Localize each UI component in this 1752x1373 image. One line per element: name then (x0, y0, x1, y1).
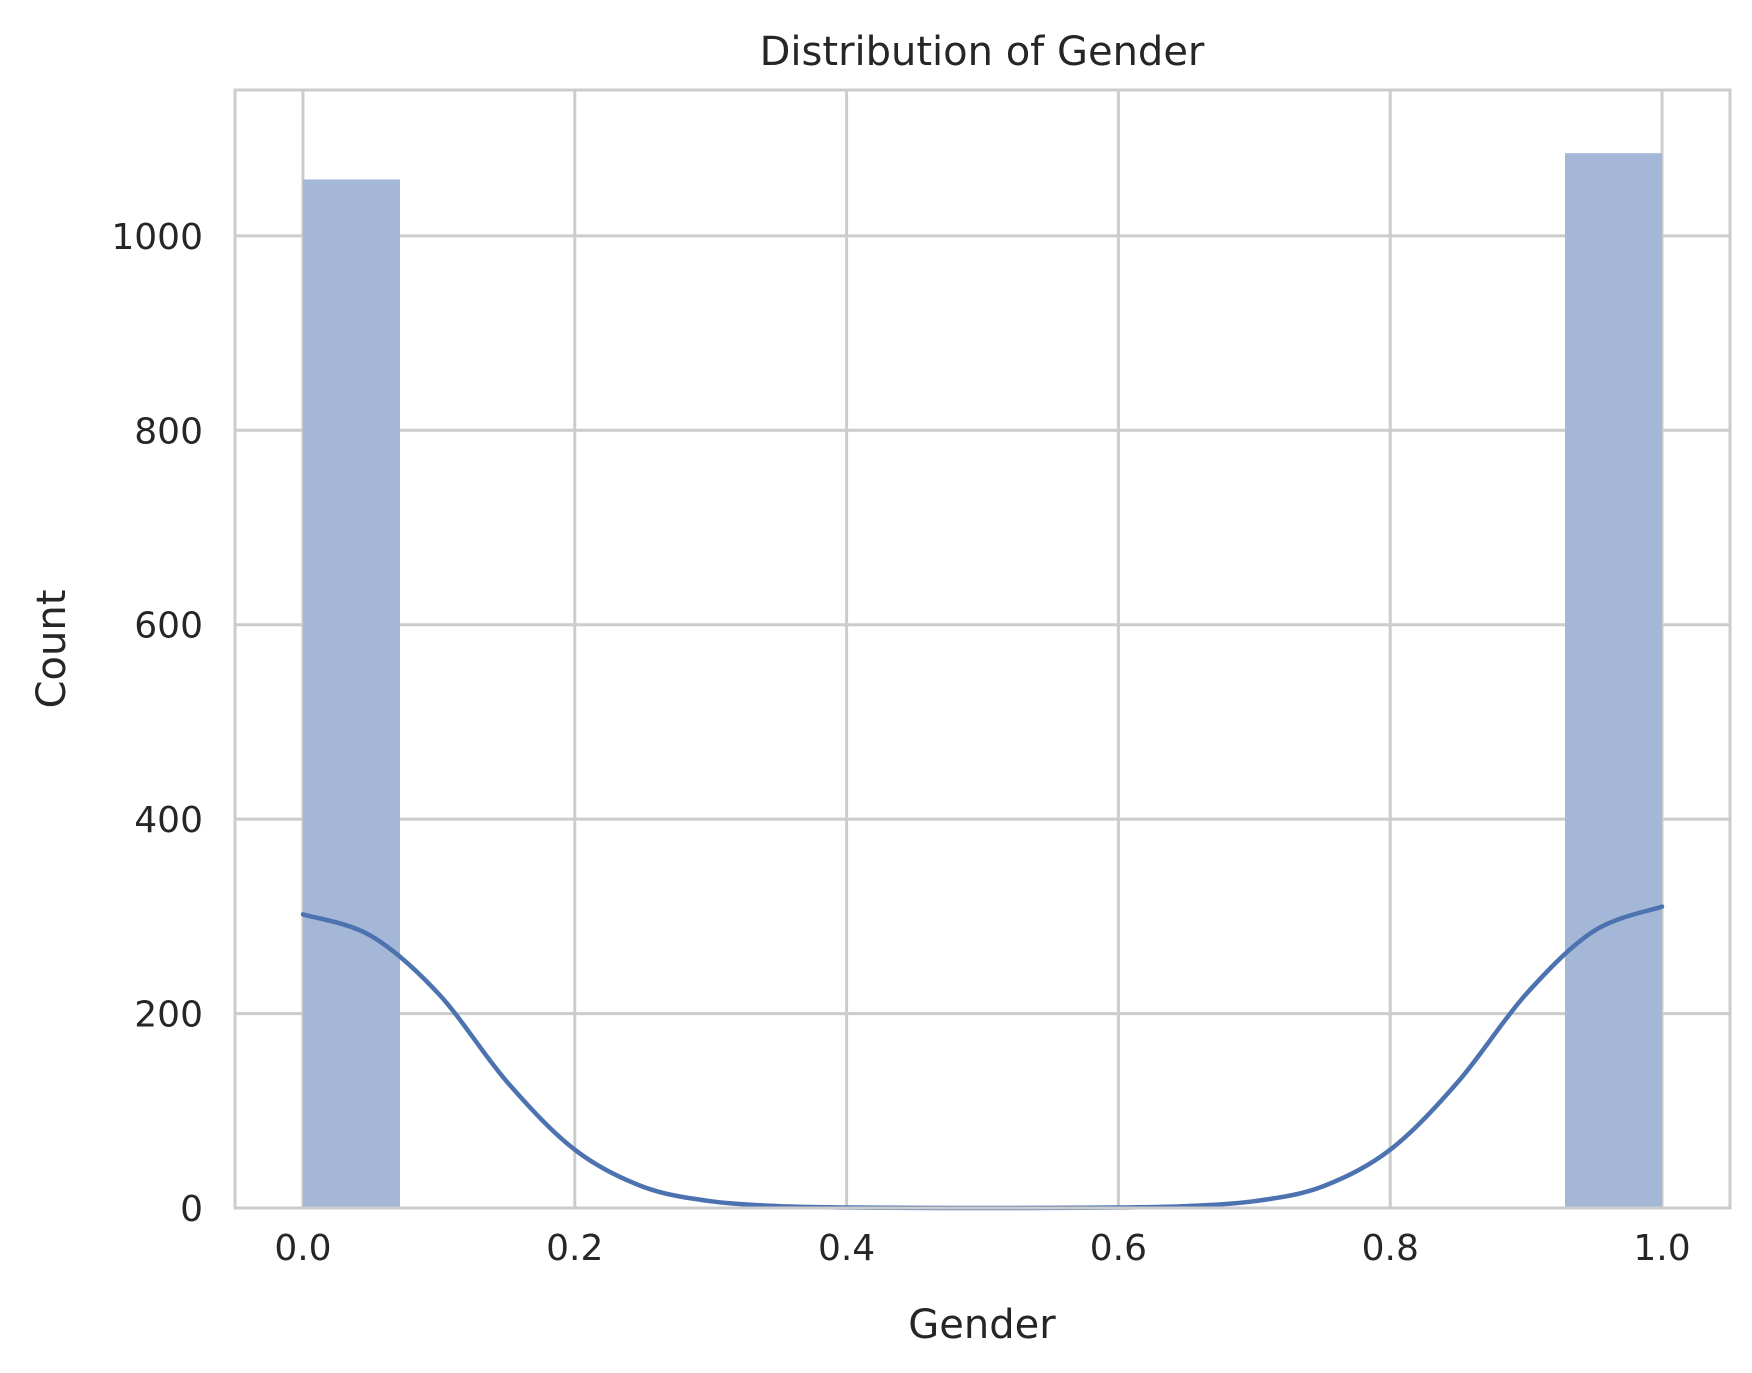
y-tick-labels: 0 200 400 600 800 1000 (111, 217, 203, 1230)
histogram-bar (1565, 153, 1663, 1209)
histogram-bars (302, 153, 1663, 1209)
y-axis-label: Count (29, 590, 75, 709)
y-tick-label: 800 (134, 411, 203, 452)
x-axis-label: Gender (908, 1302, 1056, 1348)
grid-lines (235, 90, 1730, 1210)
x-tick-label: 0.8 (1362, 1228, 1419, 1269)
y-tick-label: 400 (134, 800, 203, 841)
x-tick-label: 0.0 (274, 1228, 331, 1269)
y-tick-label: 0 (180, 1189, 203, 1230)
y-tick-label: 1000 (111, 217, 203, 258)
x-tick-label: 0.4 (818, 1228, 875, 1269)
x-tick-label: 0.2 (546, 1228, 603, 1269)
histogram-bar (302, 179, 400, 1209)
axes-frame (233, 88, 1732, 1210)
y-tick-label: 200 (134, 995, 203, 1036)
kde-line-path (300, 904, 1665, 1211)
y-tick-label: 600 (134, 606, 203, 647)
x-tick-labels: 0.0 0.2 0.4 0.6 0.8 1.0 (274, 1228, 1690, 1269)
kde-curve (300, 904, 1665, 1211)
x-tick-label: 1.0 (1633, 1228, 1690, 1269)
x-tick-label: 0.6 (1090, 1228, 1147, 1269)
chart-title: Distribution of Gender (760, 29, 1205, 75)
